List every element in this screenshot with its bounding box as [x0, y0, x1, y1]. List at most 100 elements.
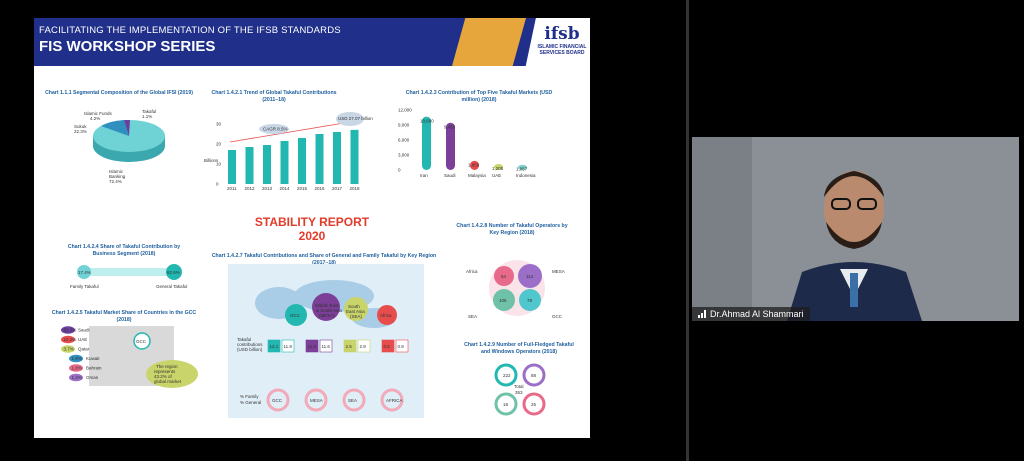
- slide-charts-canvas: Islamic Funds 4.2% Takaful 1.1% Sukuk 22…: [61, 108, 565, 418]
- op-gcc: [519, 289, 541, 311]
- region-value: 11.3: [308, 344, 317, 349]
- ff-v2: 88: [531, 373, 537, 378]
- trend-xtick: 2012: [245, 186, 256, 191]
- gcc-share-value: 1.8%: [72, 366, 82, 371]
- topfive-value: 1,205: [492, 166, 504, 171]
- trend-xtick: 2015: [297, 186, 308, 191]
- topfive-xtick: Indonesia: [516, 173, 536, 178]
- header-subtitle: FACILITATING THE IMPLEMENTATION OF THE I…: [39, 25, 341, 36]
- trend-bar: [280, 141, 289, 184]
- ifsb-logo: ifsb ISLAMIC FINANCIAL SERVICES BOARD: [524, 18, 590, 74]
- regional-donuts: GCC MESA SEA AFRICA: [266, 388, 404, 412]
- op-sea: [493, 289, 515, 311]
- topfive-xtick: Malaysia: [468, 173, 486, 178]
- bubble-sea: [344, 297, 368, 321]
- row-label: Takaful: [237, 337, 251, 342]
- chart-title-top-five: Chart 1.4.2.3 Contribution of Top Five T…: [405, 90, 553, 103]
- pie-label-banking-2: Banking: [109, 174, 126, 179]
- trend-bar: [350, 129, 359, 184]
- usd-bubble: [336, 112, 364, 126]
- participant-name-bar: Dr.Ahmad Al Shammari: [692, 307, 810, 321]
- region-value: 2.9: [360, 344, 367, 349]
- pie-label-banking: Islamic: [109, 169, 124, 174]
- op-gcc-label: GCC: [552, 314, 563, 319]
- pie-label-takaful-val: 1.1%: [142, 114, 152, 119]
- region-donut: [342, 388, 366, 412]
- trend-ytick: 20: [216, 142, 222, 147]
- ff-takaful-windows: [522, 363, 546, 387]
- share-segment-chart: 17.4% 82.6% Family Takaful General Takaf…: [70, 264, 187, 289]
- op-africa-label: Africa: [466, 269, 478, 274]
- signal-strength-icon: [698, 310, 706, 318]
- gcc-share-pill: [69, 364, 83, 372]
- ff-total-val: 353: [515, 390, 523, 395]
- ff-v4: 25: [531, 402, 537, 407]
- header-accent-stripe: [452, 18, 526, 66]
- region-note-3: 43.2% of: [154, 374, 173, 379]
- bubble-mesa: [312, 293, 340, 321]
- op-mesa-val: 114: [526, 274, 534, 279]
- stability-report-title: STABILITY REPORT 2020: [254, 215, 370, 243]
- topfive-ytick: 12,000: [398, 108, 412, 113]
- bubble-gcc: [285, 304, 307, 326]
- trend-ylabel: Billions: [204, 158, 219, 163]
- region-value: 11.9: [284, 344, 293, 349]
- trend-bar: [315, 134, 324, 184]
- region-note-4: global market: [154, 379, 182, 384]
- trend-bar: [245, 147, 254, 184]
- gcc-callout-label: GCC: [136, 339, 147, 344]
- region-value: 12.1: [270, 344, 279, 349]
- topfive-value: 1,856: [468, 163, 480, 168]
- region-value: 0.9: [398, 344, 405, 349]
- regional-map-panel: GCC Middle East & South Asia (MESA) Sout…: [228, 264, 424, 418]
- participant-video-tile[interactable]: Dr.Ahmad Al Shammari: [692, 137, 1019, 321]
- pie-label-funds: Islamic Funds: [84, 111, 113, 116]
- trend-bar: [228, 150, 236, 184]
- pie-label-funds-val: 4.2%: [90, 116, 100, 121]
- topfive-bar: [422, 116, 431, 170]
- full-fledged-chart: 222 88 18 25 Total 353: [494, 363, 546, 416]
- trend-xtick: 2014: [280, 186, 291, 191]
- gcc-share-value: 3.7%: [64, 347, 74, 352]
- gcc-share-value: 1.2%: [72, 375, 82, 380]
- trend-cagr-line: [229, 121, 351, 143]
- row-label-3: (USD billion): [237, 347, 263, 352]
- general-dot: [166, 264, 182, 280]
- panel-divider[interactable]: [686, 0, 689, 461]
- region-value-box: [395, 339, 409, 353]
- legend-general: % General: [240, 400, 261, 405]
- pie-label-sukuk: Sukuk: [74, 124, 87, 129]
- chart-title-share-segment: Chart 1.4.2.4 Share of Takaful Contribut…: [67, 244, 181, 257]
- screen-share-area: FACILITATING THE IMPLEMENTATION OF THE I…: [34, 18, 590, 438]
- gcc-share-pill: [69, 373, 83, 382]
- gcc-share-country: Qatar: [78, 347, 90, 352]
- gcc-share-chart: GCC The region represents 43.2% of globa…: [61, 326, 198, 388]
- region-donut: [304, 388, 328, 412]
- topfive-ytick: 0: [398, 168, 401, 173]
- trend-xtick: 2018: [350, 186, 361, 191]
- person-hair: [824, 171, 884, 197]
- region-value: 11.6: [322, 344, 331, 349]
- bubble-africa-label: Africa: [380, 313, 392, 318]
- op-gcc-val: 79: [527, 298, 533, 303]
- region-donut: [380, 388, 404, 412]
- region-donut-label: SEA: [348, 398, 357, 403]
- glasses-left: [831, 198, 851, 210]
- person-beard: [826, 222, 882, 249]
- region-donut: [266, 388, 290, 412]
- share-bar: [82, 268, 174, 276]
- family-label: Family Takaful: [70, 284, 99, 289]
- gcc-share-country: Kuwait: [86, 356, 100, 361]
- chart-title-full-fledged: Chart 1.4.2.9 Number of Full-Fledged Tak…: [464, 342, 574, 355]
- bubble-mesa-label-3: (MESA): [319, 313, 335, 318]
- trend-bar: [298, 138, 306, 184]
- chart-title-operators: Chart 1.4.2.8 Number of Takaful Operator…: [456, 223, 568, 236]
- logo-text-2: SERVICES BOARD: [539, 50, 585, 56]
- topfive-ytick: 3,000: [398, 153, 410, 158]
- bubble-sea-label-3: (SEA): [350, 314, 363, 319]
- bubble-mesa-label-2: & South Asia: [316, 308, 342, 313]
- topfive-xtick: Saudi: [444, 173, 456, 178]
- region-value-box: [319, 339, 333, 353]
- op-sea-val: 106: [499, 298, 507, 303]
- topfive-bar: [494, 163, 503, 170]
